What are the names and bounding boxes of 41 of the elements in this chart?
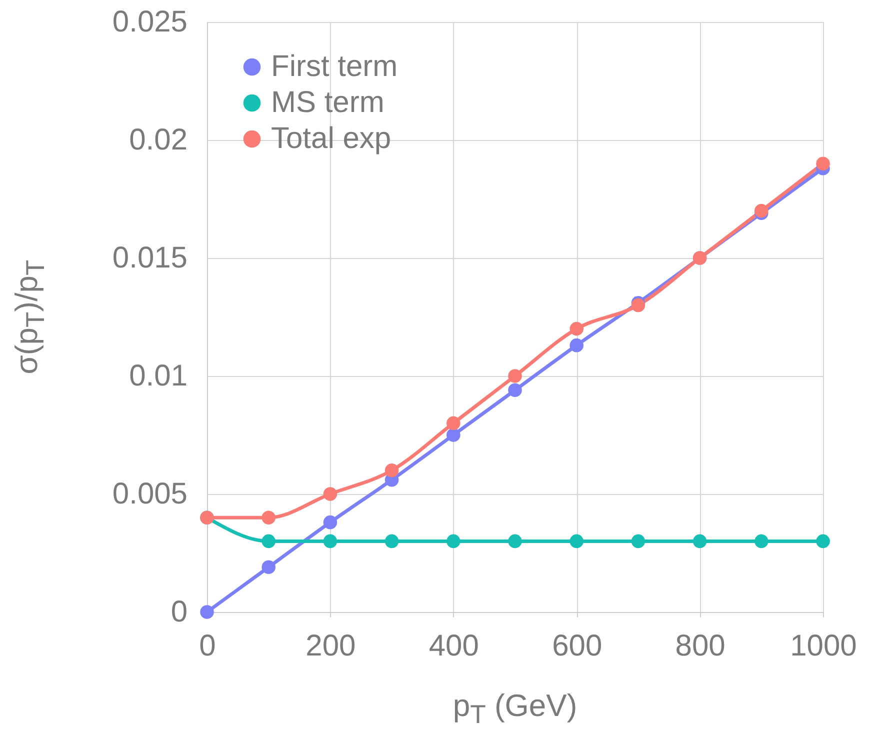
point	[262, 510, 276, 524]
point	[570, 322, 584, 336]
point	[323, 534, 338, 548]
y-tick-label: 0.015	[112, 242, 188, 274]
point	[508, 369, 522, 383]
y-tick-label: 0	[170, 596, 188, 628]
point	[631, 298, 646, 312]
point	[816, 156, 830, 170]
point	[446, 534, 460, 548]
x-tick-label: 200	[306, 630, 356, 662]
x-axis-title: p$_{T}$ (GeV)	[452, 688, 578, 730]
point	[816, 534, 830, 548]
point	[384, 534, 399, 548]
x-tick-label: 600	[552, 630, 602, 662]
y-tick-label: 0.025	[112, 6, 188, 38]
point	[446, 416, 460, 430]
y-tick-label: 0.02	[129, 124, 188, 156]
point	[754, 204, 768, 218]
point	[570, 338, 584, 352]
point	[692, 534, 707, 548]
point	[323, 487, 338, 501]
point	[262, 560, 276, 574]
point	[200, 605, 214, 619]
point	[262, 534, 276, 548]
y-tick-label: 0.005	[112, 478, 188, 510]
x-tick-label: 800	[675, 630, 726, 662]
point	[446, 428, 460, 442]
point	[570, 534, 584, 548]
x-tick-label: 400	[428, 630, 479, 662]
point	[631, 534, 646, 548]
x-tick-label: 0	[199, 630, 216, 662]
y-tick-label: 0.01	[129, 360, 188, 392]
legend-label: Total exp	[271, 122, 392, 155]
point	[508, 534, 522, 548]
point	[508, 383, 522, 398]
point	[384, 464, 399, 478]
legend-label: MS term	[271, 86, 384, 119]
point	[323, 515, 338, 530]
x-tick-label: 1000	[790, 630, 857, 662]
point	[754, 534, 768, 548]
legend-label: First term	[271, 50, 398, 83]
